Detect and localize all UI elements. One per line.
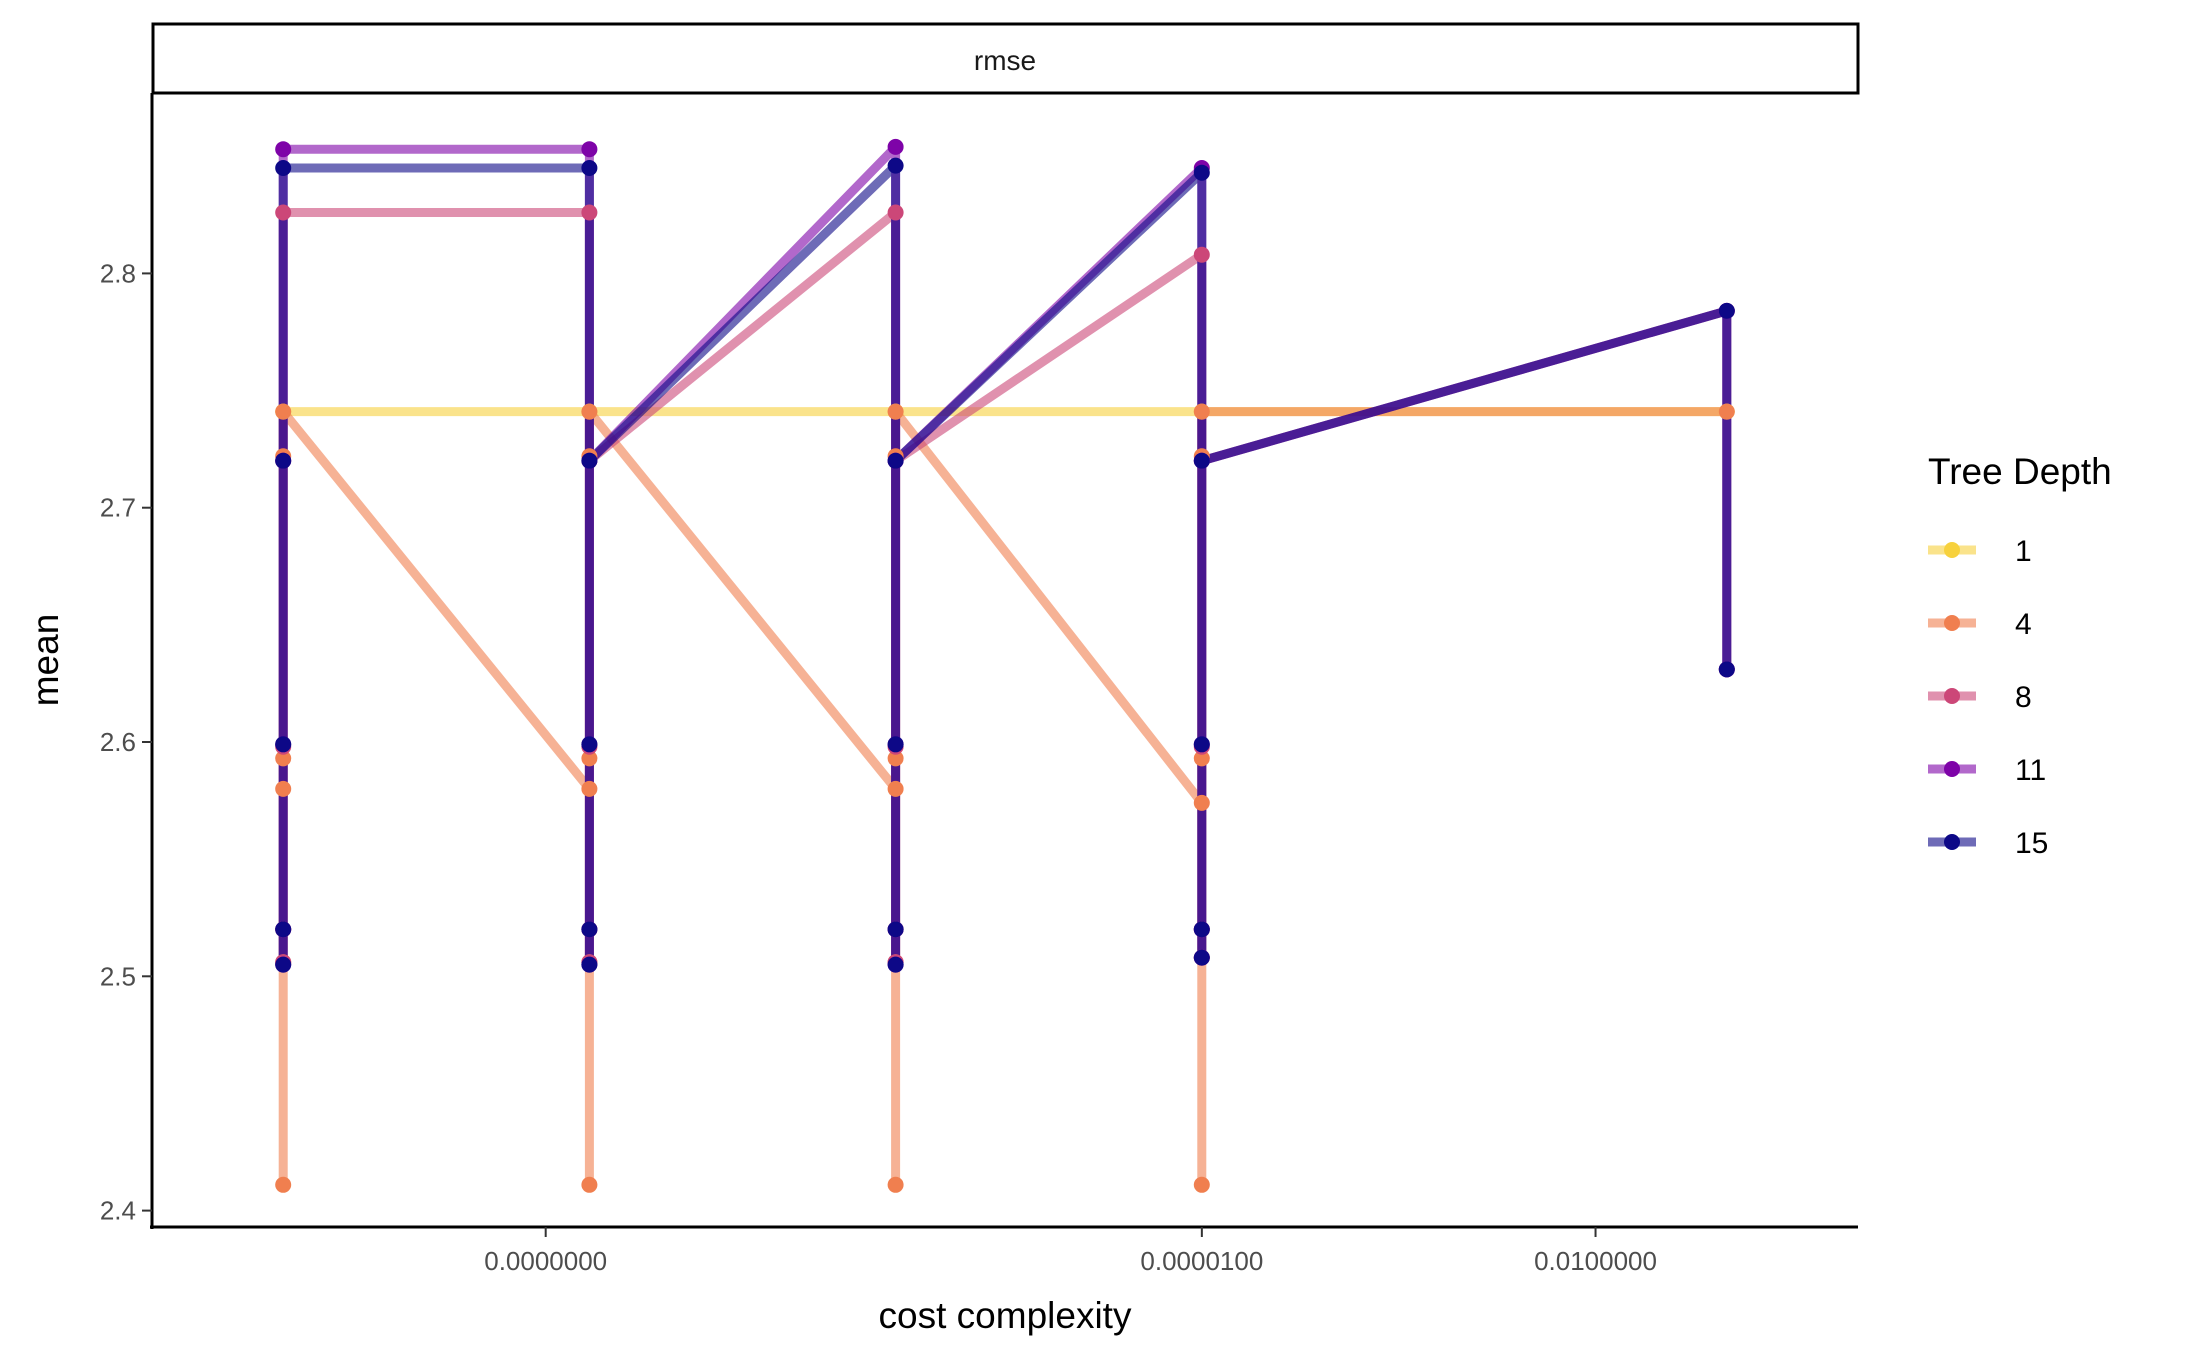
y-tick-label: 2.6	[100, 727, 136, 757]
data-point-depth-8	[275, 204, 292, 221]
x-axis-title: cost complexity	[879, 1295, 1132, 1336]
data-point-depth-15	[887, 956, 904, 973]
data-point-depth-15	[1193, 164, 1210, 181]
data-point-depth-15	[581, 736, 598, 753]
legend-key-point	[1944, 834, 1960, 850]
data-point-depth-15	[887, 157, 904, 174]
data-point-depth-4	[887, 780, 904, 797]
data-point-depth-4	[581, 780, 598, 797]
legend-label: 15	[2015, 827, 2048, 860]
data-point-depth-4	[1193, 794, 1210, 811]
data-point-depth-15	[275, 160, 292, 176]
data-point-depth-4	[581, 1176, 598, 1193]
facet-strip: rmse	[151, 22, 1860, 95]
data-point-depth-4	[1193, 750, 1210, 767]
y-tick-label: 2.8	[100, 258, 136, 288]
y-axis-title: mean	[25, 614, 66, 707]
data-point-depth-4	[275, 403, 292, 420]
legend-item-depth-15: 15	[1928, 827, 2048, 860]
data-point-depth-4	[1193, 1176, 1210, 1193]
legend-label: 11	[2015, 754, 2046, 787]
x-tick-label: 0.0000100	[1140, 1246, 1263, 1276]
data-point-depth-15	[1718, 302, 1735, 319]
legend-key-point	[1944, 542, 1960, 558]
x-axis: 0.0000000 0.0000100 0.0100000 cost complex…	[150, 1225, 1858, 1336]
data-point-depth-15	[1193, 949, 1210, 966]
legend-item-depth-4: 4	[1928, 608, 2032, 641]
y-ticks: 2.4 2.5 2.6 2.7 2.8	[100, 258, 152, 1226]
data-point-depth-8	[887, 204, 904, 221]
data-point-depth-15	[581, 160, 598, 176]
plot-panel	[275, 138, 1735, 1193]
data-point-depth-15	[1193, 921, 1210, 938]
data-point-depth-15	[581, 956, 598, 973]
legend-label: 1	[2015, 535, 2032, 568]
data-point-depth-11	[887, 138, 904, 155]
data-point-depth-15	[887, 736, 904, 753]
y-tick-label: 2.5	[100, 961, 136, 991]
legend-key-point	[1944, 761, 1960, 777]
data-point-depth-15	[1193, 736, 1210, 753]
data-point-depth-15	[275, 921, 292, 938]
data-point-depth-15	[1718, 661, 1735, 678]
y-tick-label: 2.7	[100, 493, 136, 523]
data-point-depth-15	[275, 452, 292, 469]
data-point-depth-4	[275, 780, 292, 797]
y-tick-label: 2.4	[100, 1196, 136, 1226]
data-point-depth-4	[887, 750, 904, 767]
data-point-depth-11	[581, 141, 598, 158]
legend-item-depth-8: 8	[1928, 681, 2032, 714]
legend: Tree Depth 1 4 8 11 15	[1928, 451, 2112, 860]
data-point-depth-4	[275, 1176, 292, 1193]
legend-label: 8	[2015, 681, 2032, 714]
data-point-depth-4	[1718, 403, 1735, 420]
x-tick-label: 0.0100000	[1534, 1246, 1657, 1276]
data-point-depth-15	[581, 452, 598, 469]
x-ticks: 0.0000000 0.0000100 0.0100000	[484, 1227, 1657, 1276]
series-line-depth-15	[278, 161, 1732, 970]
data-point-depth-4	[887, 1176, 904, 1193]
legend-key-point	[1944, 688, 1960, 704]
data-point-depth-4	[275, 750, 292, 767]
data-point-depth-8	[1193, 246, 1210, 263]
data-point-depth-8	[581, 204, 598, 221]
data-point-depth-4	[1193, 403, 1210, 420]
facet-strip-label: rmse	[974, 45, 1036, 76]
data-point-depth-15	[887, 921, 904, 938]
data-point-depth-15	[275, 736, 292, 753]
legend-key-point	[1944, 615, 1960, 631]
facet-strip-box	[151, 22, 1860, 95]
legend-label: 4	[2015, 608, 2032, 641]
legend-title: Tree Depth	[1928, 451, 2112, 492]
data-point-depth-15	[275, 956, 292, 973]
legend-item-depth-11: 11	[1928, 754, 2046, 787]
legend-item-depth-1: 1	[1928, 535, 2032, 568]
x-tick-label: 0.0000000	[484, 1246, 607, 1276]
y-axis: 2.4 2.5 2.6 2.7 2.8 mean	[25, 93, 154, 1229]
data-point-depth-15	[581, 921, 598, 938]
data-point-depth-15	[887, 452, 904, 469]
data-point-depth-4	[581, 750, 598, 767]
data-point-depth-15	[1193, 452, 1210, 469]
point-layer	[275, 138, 1735, 1193]
legend-items: 1 4 8 11 15	[1928, 535, 2048, 860]
data-point-depth-11	[275, 141, 292, 158]
data-point-depth-4	[581, 403, 598, 420]
data-point-depth-4	[887, 403, 904, 420]
